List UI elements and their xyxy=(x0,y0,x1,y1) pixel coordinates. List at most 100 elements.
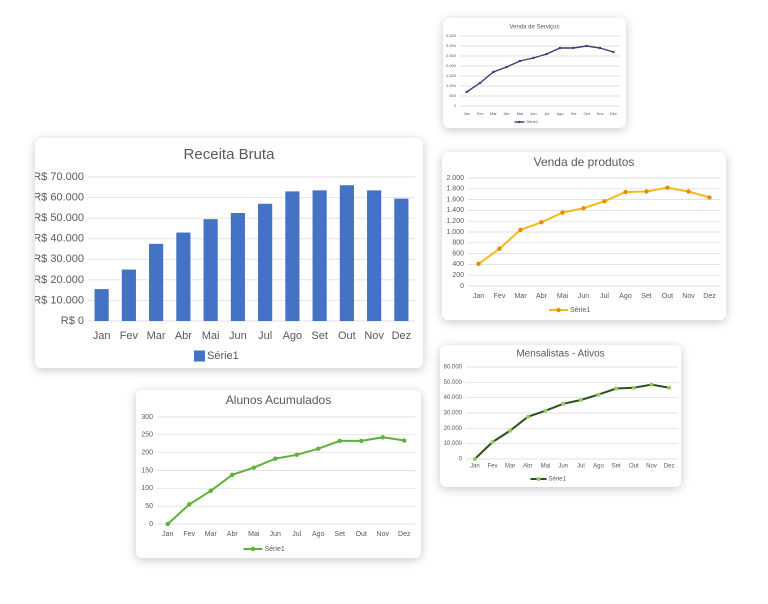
x-tick-label: Nov xyxy=(377,531,390,538)
marker xyxy=(649,382,654,387)
legend-label: Série1 xyxy=(570,307,590,314)
bar xyxy=(176,232,191,321)
x-tick-label: Mai xyxy=(248,531,260,538)
marker xyxy=(187,502,192,507)
marker xyxy=(707,195,712,200)
chart: Alunos Acumulados 0 50 100 150 200 250 300 Jan Fe… xyxy=(141,393,415,553)
x-tick-label: Dez xyxy=(398,531,411,538)
x-tick-label: Jan xyxy=(463,111,469,116)
y-tick-label: 500 xyxy=(449,93,456,98)
y-tick-label: 0 xyxy=(460,283,464,290)
x-tick-label: Jan xyxy=(93,330,111,342)
y-tick-label: 800 xyxy=(452,240,464,247)
y-tick-label: R$ 40.000 xyxy=(35,233,84,245)
legend-label: Série1 xyxy=(549,477,567,483)
y-tick-label: 50.000 xyxy=(444,380,463,386)
x-tick-label: Jun xyxy=(270,531,281,538)
marker xyxy=(596,392,601,397)
marker xyxy=(518,227,523,233)
y-tick-label: 2.500 xyxy=(446,53,457,58)
marker xyxy=(273,456,278,461)
marker xyxy=(598,46,602,50)
y-tick-label: R$ 60.000 xyxy=(35,191,84,203)
chart-title: Alunos Acumulados xyxy=(226,393,331,407)
x-tick-label: Mai xyxy=(517,111,524,116)
x-tick-label: Jun xyxy=(229,330,247,342)
marker xyxy=(631,385,636,390)
y-tick-label: 20.000 xyxy=(444,426,463,432)
marker xyxy=(561,401,566,406)
x-tick-label: Abr xyxy=(504,111,511,116)
x-tick-label: Abr xyxy=(523,464,532,470)
x-tick-label: Fev xyxy=(494,293,506,300)
x-tick-label: Ago xyxy=(619,293,632,300)
bar xyxy=(285,191,300,321)
marker xyxy=(623,189,628,195)
chart: Venda de produtos 0 200 400 600 800 1.000 1.200… xyxy=(446,155,720,314)
bar xyxy=(94,289,109,321)
line xyxy=(167,436,405,525)
x-tick-label: Nov xyxy=(596,111,603,116)
legend-marker xyxy=(250,546,256,552)
chart-title: Receita Bruta xyxy=(184,146,276,163)
y-tick-label: 1.200 xyxy=(446,218,464,225)
x-tick-label: Mai xyxy=(541,464,551,470)
x-tick-label: Jun xyxy=(578,293,589,300)
x-tick-label: Dez xyxy=(610,111,617,116)
y-tick-label: 1.500 xyxy=(446,73,457,78)
x-tick-label: Ago xyxy=(283,330,303,342)
bar xyxy=(312,190,327,321)
y-tick-label: 1.000 xyxy=(446,83,457,88)
y-tick-label: R$ 0 xyxy=(61,315,84,327)
bar xyxy=(258,203,273,321)
legend-label: Série1 xyxy=(527,119,539,124)
y-tick-label: R$ 10.000 xyxy=(35,294,84,306)
line xyxy=(466,45,614,93)
x-tick-label: Set xyxy=(570,111,577,116)
legend-marker xyxy=(556,307,561,313)
marker xyxy=(560,210,565,215)
x-tick-label: Out xyxy=(583,111,590,116)
x-tick-label: Jun xyxy=(530,111,536,116)
x-tick-label: Dez xyxy=(703,293,716,300)
marker xyxy=(165,521,170,527)
y-tick-label: 3.500 xyxy=(446,33,457,38)
y-tick-label: 200 xyxy=(141,450,153,457)
y-tick-label: 300 xyxy=(141,414,153,421)
line xyxy=(474,383,670,460)
marker xyxy=(545,52,548,56)
marker xyxy=(316,446,321,451)
chart: Receita Bruta R$ 0 R$ 10.000 R$ 20.000 R$ 30… xyxy=(35,146,415,362)
y-tick-label: 1.000 xyxy=(446,229,464,236)
bar xyxy=(203,219,218,321)
legend-label: Série1 xyxy=(207,350,239,362)
marker xyxy=(508,428,513,433)
marker xyxy=(492,70,495,74)
x-tick-label: Mar xyxy=(490,111,498,116)
marker xyxy=(251,465,256,470)
x-tick-label: Abr xyxy=(227,531,239,538)
x-tick-label: Nov xyxy=(682,293,695,300)
x-tick-label: Mar xyxy=(147,330,166,342)
chart-card: Alunos Acumulados 0 50 100 150 200 250 300 Jan Fe… xyxy=(136,390,421,558)
bar xyxy=(367,190,382,321)
bar xyxy=(149,243,164,321)
chart: Mensalistas - Ativos 0 10.000 20.000 30.000 4… xyxy=(444,349,678,483)
y-tick-label: 200 xyxy=(452,272,464,279)
x-tick-label: Dez xyxy=(664,464,675,470)
chart-card: Venda de Serviços 0 500 1.000 1.500 2.000 2.50… xyxy=(443,18,626,128)
legend-marker xyxy=(536,477,541,481)
y-tick-label: 0 xyxy=(459,457,463,463)
x-tick-label: Mai xyxy=(557,293,569,300)
x-tick-label: Mai xyxy=(202,330,220,342)
y-tick-label: R$ 20.000 xyxy=(35,274,84,286)
line xyxy=(477,186,710,265)
y-tick-label: 1.400 xyxy=(446,207,464,214)
x-tick-label: Out xyxy=(338,330,356,342)
legend-marker xyxy=(518,120,521,124)
y-tick-label: 10.000 xyxy=(444,441,463,447)
x-tick-label: Mar xyxy=(205,531,218,538)
x-tick-label: Mar xyxy=(514,293,527,300)
chart-title: Mensalistas - Ativos xyxy=(516,349,604,360)
